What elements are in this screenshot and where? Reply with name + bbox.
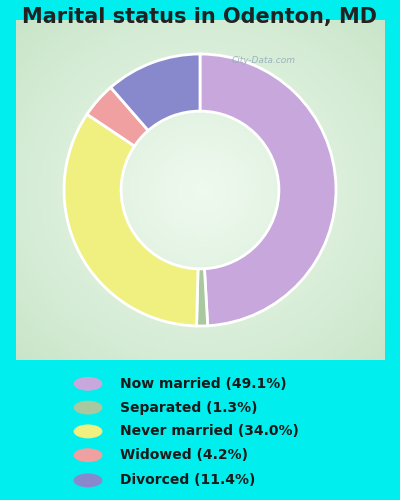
Wedge shape — [87, 88, 148, 146]
Text: Now married (49.1%): Now married (49.1%) — [120, 377, 287, 391]
Wedge shape — [200, 54, 336, 326]
Text: Divorced (11.4%): Divorced (11.4%) — [120, 474, 255, 488]
Wedge shape — [64, 114, 198, 326]
Ellipse shape — [74, 377, 102, 390]
Ellipse shape — [74, 424, 102, 438]
Text: City-Data.com: City-Data.com — [231, 56, 295, 66]
Wedge shape — [196, 269, 208, 326]
Wedge shape — [111, 54, 200, 130]
Ellipse shape — [74, 448, 102, 462]
Text: Never married (34.0%): Never married (34.0%) — [120, 424, 299, 438]
Text: Marital status in Odenton, MD: Marital status in Odenton, MD — [22, 8, 378, 28]
Text: Separated (1.3%): Separated (1.3%) — [120, 400, 258, 414]
Text: Widowed (4.2%): Widowed (4.2%) — [120, 448, 248, 462]
Ellipse shape — [74, 474, 102, 488]
Ellipse shape — [74, 400, 102, 414]
